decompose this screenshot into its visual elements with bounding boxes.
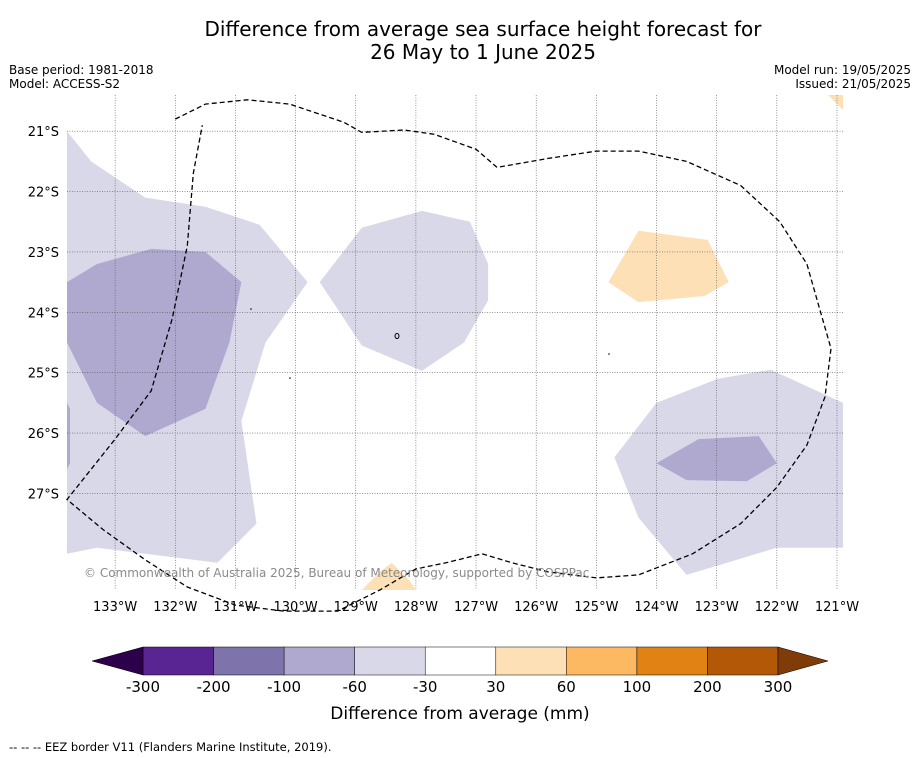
colorbar-swatch [283, 646, 355, 676]
colorbar-swatch [354, 646, 426, 676]
lon-tick-label: 128°W [394, 600, 438, 615]
lon-tick-label: 129°W [334, 600, 378, 615]
lon-tick-label: 121°W [815, 600, 859, 615]
lat-tick-label: 24°S [28, 306, 59, 321]
colorbar-tick-label: 200 [693, 678, 722, 696]
island-marker [250, 308, 252, 310]
colorbar-swatch [707, 646, 779, 676]
lon-tick-label: 125°W [574, 600, 618, 615]
colorbar-tick-label: -200 [197, 678, 231, 696]
lon-tick-label: 122°W [755, 600, 799, 615]
longitude-labels: 133°W 132°W 131°W 130°W 129°W 128°W 127°W 126°W… [93, 600, 859, 615]
colorbar-swatch [213, 646, 285, 676]
colorbar-tick-label: 100 [623, 678, 652, 696]
lon-tick-label: 123°W [695, 600, 739, 615]
title-line-1: Difference from average sea surface heig… [204, 17, 762, 41]
anomaly-region-central-low [319, 210, 489, 371]
eez-border [66, 99, 832, 612]
colorbar-tick-labels: -300 -200 -100 -60 -30 30 60 100 200 300 [126, 678, 792, 696]
colorbar-swatch [566, 646, 638, 676]
colorbar-over-arrow [777, 646, 829, 676]
lon-tick-label: 126°W [514, 600, 558, 615]
colorbar-swatch [424, 646, 497, 676]
anomaly-region-west-edge [67, 402, 70, 470]
colorbar-tick-label: -300 [126, 678, 160, 696]
map-title: Difference from average sea surface heig… [0, 18, 919, 64]
anomaly-region-west-core [67, 248, 242, 437]
anomaly-region-northeast-high [828, 95, 843, 111]
colorbar-swatches [142, 646, 779, 676]
meta-right: Model run: 19/05/2025 Issued: 21/05/2025 [774, 63, 911, 91]
base-period: Base period: 1981-2018 [9, 63, 154, 77]
eez-footnote: -- -- -- EEZ border V11 (Flanders Marine… [9, 740, 332, 754]
islands [250, 308, 610, 379]
island-marker [394, 333, 400, 339]
lat-tick-label: 25°S [28, 367, 59, 382]
issued-date: Issued: 21/05/2025 [795, 77, 911, 91]
lat-tick-label: 22°S [28, 186, 59, 201]
colorbar-swatch [495, 646, 567, 676]
anomaly-regions [67, 95, 843, 590]
lon-tick-label: 127°W [454, 600, 498, 615]
anomaly-region-east-core [656, 436, 777, 482]
lon-tick-label: 131°W [213, 600, 257, 615]
title-line-2: 26 May to 1 June 2025 [370, 40, 596, 64]
lat-tick-label: 21°S [28, 125, 59, 140]
gridlines [67, 95, 843, 590]
lon-tick-label: 124°W [634, 600, 678, 615]
colorbar-label: Difference from average (mm) [330, 704, 589, 724]
lon-tick-label: 130°W [274, 600, 318, 615]
colorbar-swatch [142, 646, 214, 676]
lat-tick-label: 26°S [28, 427, 59, 442]
lat-tick-label: 23°S [28, 246, 59, 261]
colorbar-tick-label: -60 [342, 678, 367, 696]
colorbar-tick-label: 30 [486, 678, 505, 696]
anomaly-region-south-high [361, 562, 416, 590]
island-marker [289, 377, 291, 379]
colorbar-tick-label: -30 [413, 678, 438, 696]
copyright-notice: © Commonwealth of Australia 2025, Bureau… [84, 566, 589, 580]
colorbar-under-arrow [91, 646, 144, 676]
model-name: Model: ACCESS-S2 [9, 77, 121, 91]
map-panel: © Commonwealth of Australia 2025, Bureau… [28, 95, 859, 615]
colorbar-swatch [636, 646, 708, 676]
colorbar-tick-label: 300 [764, 678, 793, 696]
latitude-labels: 21°S 22°S 23°S 24°S 25°S 26°S 27°S [28, 125, 59, 502]
island-marker [608, 353, 610, 355]
colorbar-tick-label: -100 [267, 678, 301, 696]
lon-tick-label: 132°W [153, 600, 197, 615]
model-run: Model run: 19/05/2025 [773, 63, 911, 77]
colorbar-tick-label: 60 [557, 678, 576, 696]
meta-left: Base period: 1981-2018 Model: ACCESS-S2 [9, 63, 154, 91]
lon-tick-label: 133°W [93, 600, 137, 615]
lat-tick-label: 27°S [28, 487, 59, 502]
anomaly-region-east-high [608, 230, 729, 303]
